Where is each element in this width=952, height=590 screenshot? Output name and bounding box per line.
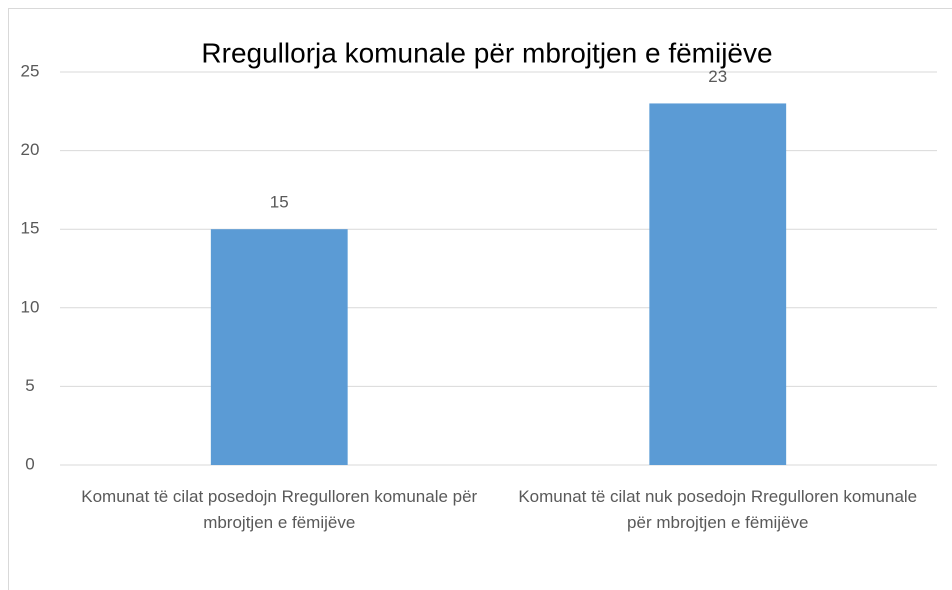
bar: [649, 103, 787, 465]
x-tick-label: Komunat të cilat nuk posedojn Rregullore…: [518, 487, 918, 532]
y-tick-label: 20: [21, 140, 40, 159]
chart-title: Rregullorja komunale për mbrojtjen e fëm…: [201, 37, 772, 68]
y-tick-label: 5: [25, 376, 34, 395]
x-tick-label: Komunat të cilat posedojn Rregulloren ko…: [81, 487, 478, 532]
y-tick-label: 10: [21, 297, 40, 316]
y-tick-label: 15: [21, 219, 40, 238]
data-label: 15: [270, 193, 289, 212]
chart-border: [8, 8, 952, 590]
y-tick-label: 25: [21, 61, 40, 80]
y-tick-label: 0: [25, 454, 34, 473]
bar: [210, 229, 348, 465]
data-label: 23: [708, 67, 727, 86]
